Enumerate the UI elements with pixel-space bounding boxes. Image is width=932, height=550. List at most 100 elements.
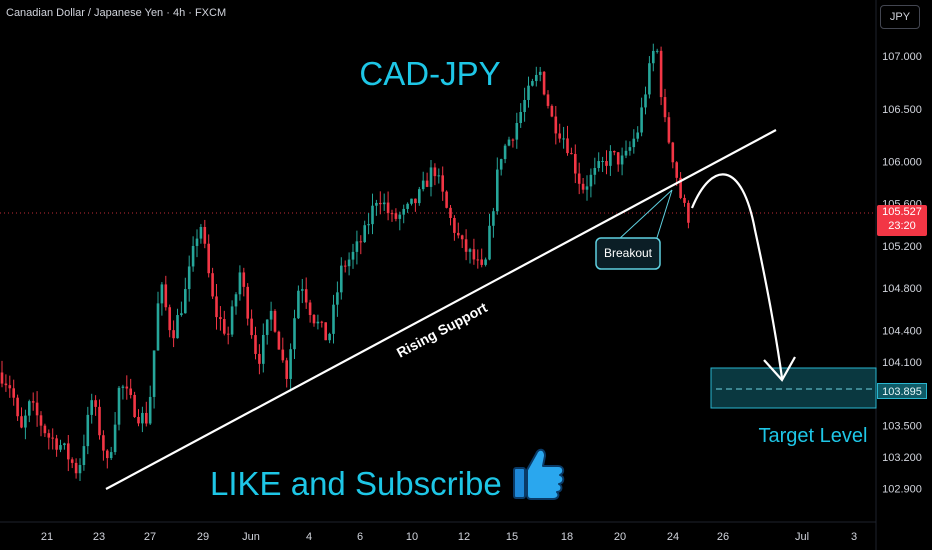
- candle-body: [620, 155, 624, 165]
- candle-body: [168, 307, 171, 331]
- candle-body: [585, 186, 589, 190]
- time-tick-label: 6: [357, 531, 363, 543]
- candle-body: [605, 161, 608, 166]
- candle-body: [667, 117, 671, 143]
- candle-body: [398, 214, 402, 219]
- candle-body: [644, 94, 647, 108]
- candle-body: [503, 145, 507, 160]
- candle-body: [308, 302, 312, 316]
- candle-body: [507, 139, 511, 146]
- time-tick-label: Jul: [795, 531, 809, 543]
- candle-body: [297, 290, 300, 319]
- candle-body: [437, 175, 441, 177]
- candle-body: [562, 138, 565, 140]
- price-tick-label: 102.900: [882, 484, 922, 496]
- candle-body: [636, 132, 639, 139]
- candle-body: [687, 202, 690, 223]
- candle-body: [242, 272, 246, 287]
- candle-body: [324, 322, 327, 341]
- candle-body: [601, 161, 604, 163]
- candle-body: [191, 245, 195, 267]
- candle-body: [304, 289, 308, 303]
- candle-body: [273, 310, 277, 332]
- price-tick-label: 107.000: [882, 51, 922, 63]
- price-tick-label: 104.400: [882, 325, 922, 337]
- candle-body: [176, 315, 179, 339]
- time-tick-label: Jun: [242, 531, 260, 543]
- candle-body: [195, 238, 199, 246]
- candle-body: [262, 334, 265, 364]
- candle-body: [414, 198, 417, 204]
- time-tick-label: 18: [561, 531, 573, 543]
- candle-body: [12, 388, 15, 398]
- projection-arrow: [690, 173, 784, 379]
- candle-body: [20, 416, 23, 428]
- candle-body: [671, 142, 675, 163]
- candle-body: [597, 161, 600, 169]
- candle-body: [421, 180, 425, 190]
- candle-body: [363, 225, 366, 243]
- price-tick-label: 105.200: [882, 241, 922, 253]
- candle-body: [652, 50, 655, 64]
- candle-body: [336, 292, 339, 305]
- candle-body: [254, 335, 257, 354]
- candle-body: [538, 71, 542, 75]
- candle-body: [683, 197, 686, 203]
- candle-body: [117, 387, 121, 425]
- candle-body: [125, 386, 129, 389]
- candle-body: [82, 446, 86, 466]
- candle-body: [406, 203, 409, 209]
- candle-body: [102, 435, 105, 451]
- time-tick-label: 27: [144, 531, 156, 543]
- candle-body: [67, 443, 70, 460]
- candle-body: [445, 191, 448, 208]
- candle-body: [410, 198, 413, 204]
- candle-body: [269, 310, 273, 320]
- price-tick-label: 103.500: [882, 420, 922, 432]
- candle-body: [199, 227, 203, 239]
- breakout-pointer-2: [654, 189, 673, 245]
- candle-body: [566, 138, 569, 154]
- candle-body: [429, 167, 433, 187]
- candle-body: [281, 349, 285, 361]
- candle-body: [468, 249, 472, 252]
- candle-body: [4, 383, 8, 386]
- candle-body: [121, 386, 125, 388]
- candle-body: [74, 462, 78, 474]
- candle-body: [402, 208, 405, 215]
- candle-body: [238, 272, 242, 295]
- candle-body: [156, 303, 160, 351]
- candle-body: [581, 183, 585, 190]
- time-tick-label: 15: [506, 531, 518, 543]
- price-tick-label: 103.200: [882, 452, 922, 464]
- candle-body: [609, 151, 612, 166]
- time-tick-label: 3: [851, 531, 857, 543]
- candle-body: [234, 294, 238, 307]
- candle-body: [51, 437, 54, 439]
- candle-body: [449, 207, 452, 218]
- candle-body: [340, 265, 343, 293]
- candle-body: [328, 333, 331, 341]
- candle-body: [655, 50, 659, 52]
- candle-body: [28, 401, 31, 416]
- candle-body: [152, 350, 156, 397]
- candle-body: [145, 412, 148, 424]
- time-tick-label: 26: [717, 531, 729, 543]
- last-price-value: 105.527: [882, 206, 922, 218]
- candle-body: [375, 202, 378, 206]
- candles: [0, 43, 690, 482]
- candle-body: [425, 180, 429, 187]
- candle-body: [628, 147, 632, 151]
- candle-body: [289, 349, 292, 379]
- candle-body: [0, 372, 4, 384]
- candle-body: [347, 259, 351, 267]
- symbol-header: Canadian Dollar / Japanese Yen · 4h · FX…: [6, 7, 227, 19]
- currency-button[interactable]: JPY: [880, 5, 920, 29]
- candle-body: [90, 400, 93, 415]
- candle-body: [293, 318, 296, 350]
- candle-body: [43, 425, 47, 434]
- target-zone: [710, 367, 877, 409]
- chart-title: CAD-JPY: [359, 55, 500, 92]
- candle-body: [133, 394, 136, 417]
